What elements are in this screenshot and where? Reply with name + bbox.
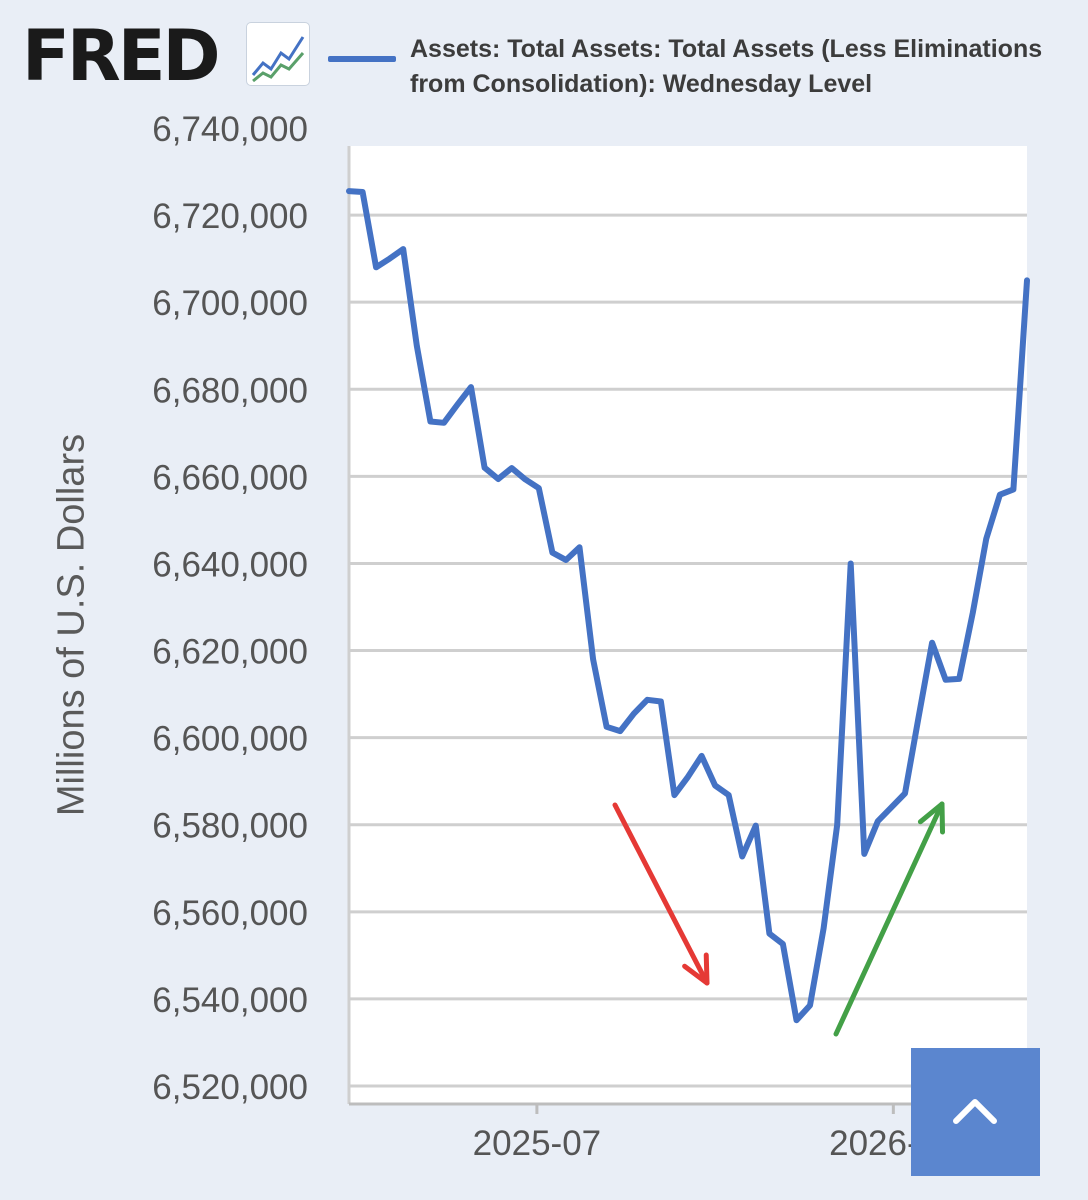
y-tick-label: 6,540,000 bbox=[152, 981, 308, 1020]
y-tick-label: 6,520,000 bbox=[152, 1068, 308, 1107]
y-tick-label: 6,720,000 bbox=[152, 197, 308, 236]
y-tick-label: 6,580,000 bbox=[152, 807, 308, 846]
y-tick-label: 6,660,000 bbox=[152, 458, 308, 497]
y-tick-label: 6,700,000 bbox=[152, 284, 308, 323]
plot-area bbox=[349, 146, 1027, 1104]
scroll-to-top-button[interactable] bbox=[911, 1048, 1040, 1176]
y-tick-label: 6,620,000 bbox=[152, 633, 308, 672]
red-down-arrow bbox=[612, 802, 710, 986]
trend-lines-icon bbox=[246, 22, 310, 86]
y-tick-label: 6,740,000 bbox=[152, 110, 308, 149]
y-tick-label: 6,680,000 bbox=[152, 371, 308, 410]
y-tick-label: 6,600,000 bbox=[152, 720, 308, 759]
y-tick-label: 6,560,000 bbox=[152, 894, 308, 933]
y-tick-label: 6,640,000 bbox=[152, 545, 308, 584]
series-line bbox=[346, 188, 1030, 1024]
legend-label: Assets: Total Assets: Total Assets (Less… bbox=[410, 35, 1043, 98]
green-up-arrow bbox=[833, 801, 946, 1037]
legend-swatch bbox=[328, 56, 396, 62]
chevron-up-icon bbox=[953, 1099, 997, 1124]
x-tick-label: 2025-07 bbox=[473, 1124, 601, 1163]
fred-logo: FRED bbox=[22, 15, 221, 97]
